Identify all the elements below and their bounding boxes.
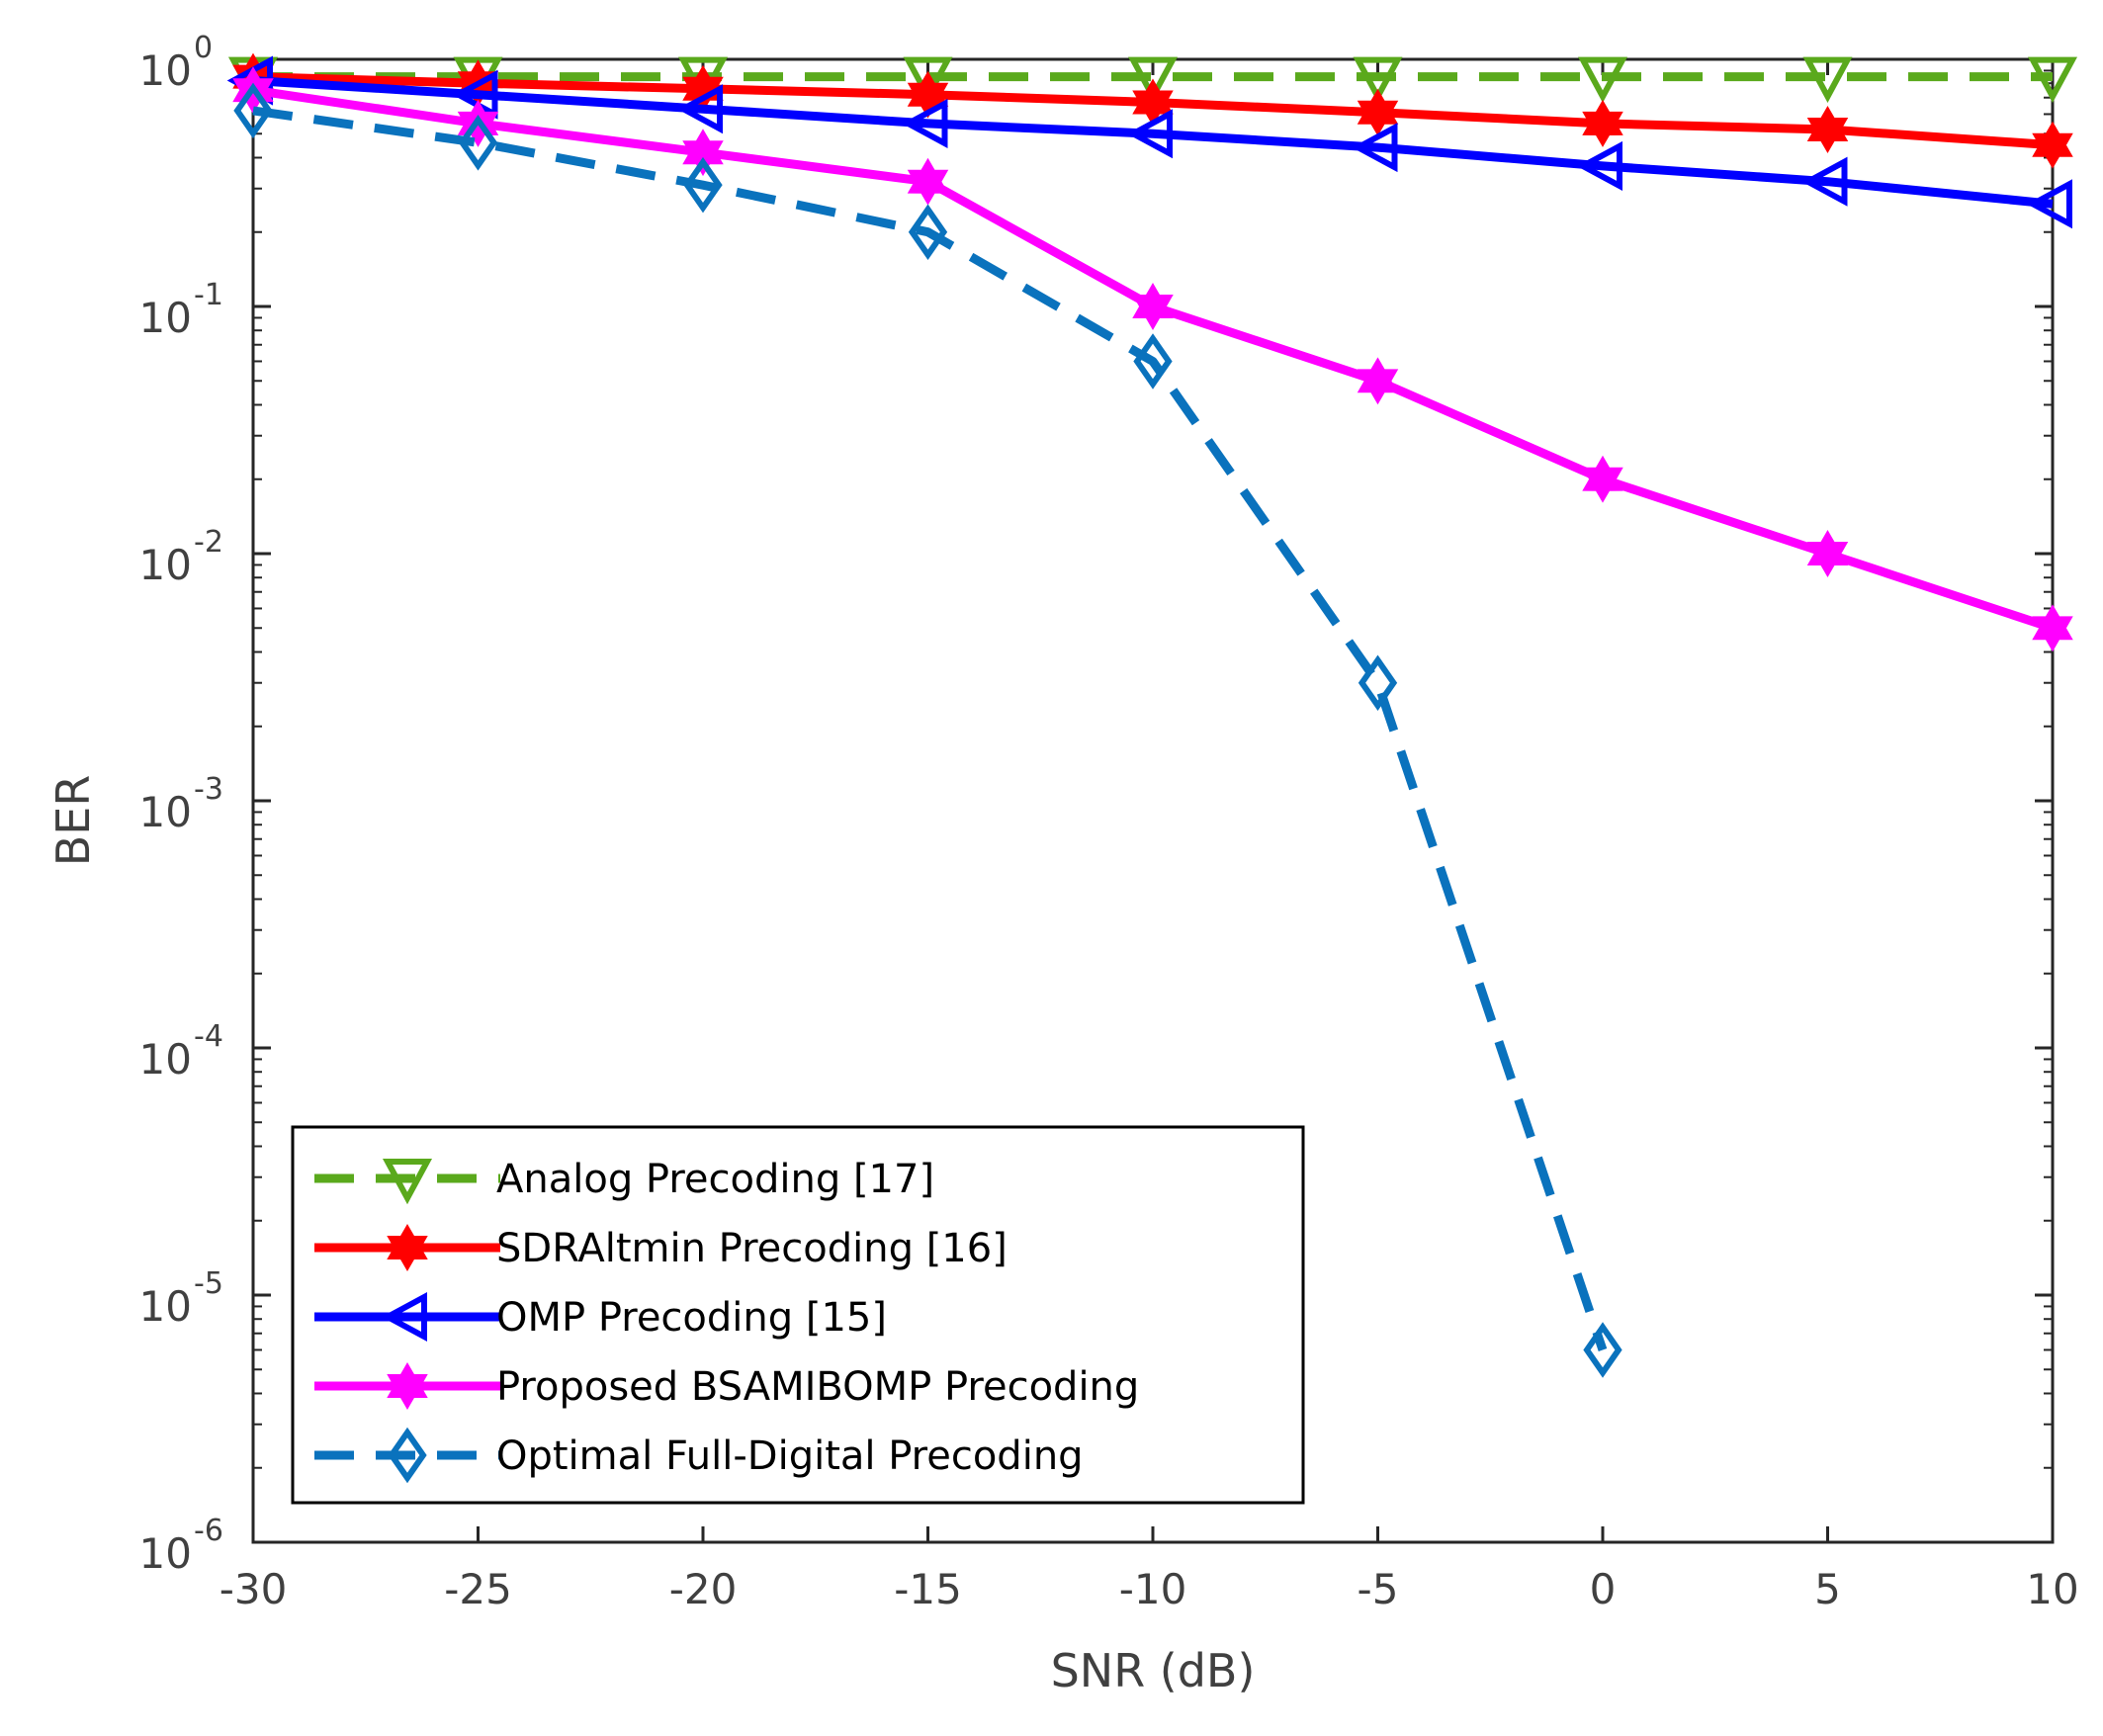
legend-label: OMP Precoding [15] (496, 1295, 887, 1341)
data-point (1576, 140, 1622, 191)
data-point (682, 129, 724, 177)
y-tick-label-base: 10 (139, 541, 192, 589)
x-tick-label: -5 (1358, 1565, 1399, 1613)
x-tick-label: -15 (894, 1565, 962, 1613)
legend-label: SDRAltmin Precoding [16] (496, 1226, 1008, 1271)
legend-marker (387, 1224, 428, 1271)
data-point (1358, 654, 1398, 711)
series-line (252, 106, 1608, 1351)
data-point (1577, 56, 1628, 103)
data-point (1801, 156, 1848, 207)
data-point (1357, 357, 1399, 405)
y-tick-label-base: 10 (139, 294, 192, 342)
y-tick-label-base: 10 (139, 788, 192, 836)
legend-entry: OMP Precoding [15] (314, 1291, 887, 1343)
legend-entry: SDRAltmin Precoding [16] (314, 1224, 1008, 1271)
y-tick-label-exponent: -5 (194, 1266, 223, 1301)
y-tick-label-exponent: -1 (194, 278, 223, 312)
data-point (233, 82, 273, 139)
data-point (1357, 88, 1399, 136)
data-point (908, 204, 948, 260)
data-point (1126, 109, 1173, 159)
data-point (1582, 455, 1623, 503)
data-point (2032, 604, 2073, 652)
series-line (252, 76, 2054, 209)
x-tick-label: -20 (669, 1565, 738, 1613)
x-tick-label: -10 (1119, 1565, 1187, 1613)
data-point (1353, 56, 1403, 103)
series-5 (233, 82, 1622, 1378)
x-tick-label: 10 (2026, 1565, 2078, 1613)
data-point (1133, 333, 1173, 390)
data-point (1802, 56, 1853, 103)
legend-entry: Proposed BSAMIBOMP Precoding (314, 1362, 1139, 1410)
x-tick-label: -25 (444, 1565, 512, 1613)
data-point (907, 157, 949, 206)
data-point (903, 56, 953, 103)
legend-marker (388, 1427, 427, 1484)
y-tick-label-base: 10 (139, 1282, 192, 1331)
x-tick-label: 0 (1590, 1565, 1617, 1613)
legend-label: Optimal Full-Digital Precoding (496, 1433, 1084, 1479)
y-tick-label-exponent: -4 (194, 1019, 223, 1054)
legend-label: Proposed BSAMIBOMP Precoding (496, 1364, 1139, 1410)
y-tick-label-exponent: -6 (194, 1514, 223, 1548)
y-tick-label-base: 10 (139, 1529, 192, 1578)
data-point (2027, 56, 2078, 103)
legend-entry: Optimal Full-Digital Precoding (314, 1427, 1084, 1484)
data-point (1352, 123, 1398, 173)
x-axis-label: SNR (dB) (1051, 1644, 1256, 1697)
data-point (1582, 99, 1623, 147)
data-point (1806, 106, 1849, 153)
y-tick-label-base: 10 (139, 1035, 192, 1084)
y-tick-label-exponent: -2 (194, 525, 223, 560)
legend-marker (382, 1159, 433, 1205)
y-tick-label-exponent: 0 (194, 31, 213, 65)
data-point (2026, 179, 2072, 229)
series-3 (226, 55, 2072, 229)
y-axis-label: BER (46, 775, 100, 867)
data-point (2032, 121, 2073, 169)
legend-marker (387, 1362, 428, 1410)
y-tick-label-base: 10 (139, 46, 192, 95)
data-point (458, 115, 498, 171)
legend-label: Analog Precoding [17] (496, 1157, 934, 1202)
data-point (902, 98, 948, 148)
data-point (1132, 283, 1174, 330)
x-tick-label: -30 (219, 1565, 288, 1613)
y-tick-label-exponent: -3 (194, 772, 223, 807)
data-point (676, 84, 723, 134)
data-point (1806, 530, 1849, 577)
x-tick-label: 5 (1814, 1565, 1841, 1613)
legend-entry: Analog Precoding [17] (314, 1157, 934, 1205)
data-point (1127, 56, 1179, 103)
legend: Analog Precoding [17] SDRAltmin Precoding… (291, 1125, 1305, 1505)
data-point (1583, 1322, 1622, 1378)
legend-marker (381, 1291, 427, 1343)
data-point (683, 156, 723, 214)
